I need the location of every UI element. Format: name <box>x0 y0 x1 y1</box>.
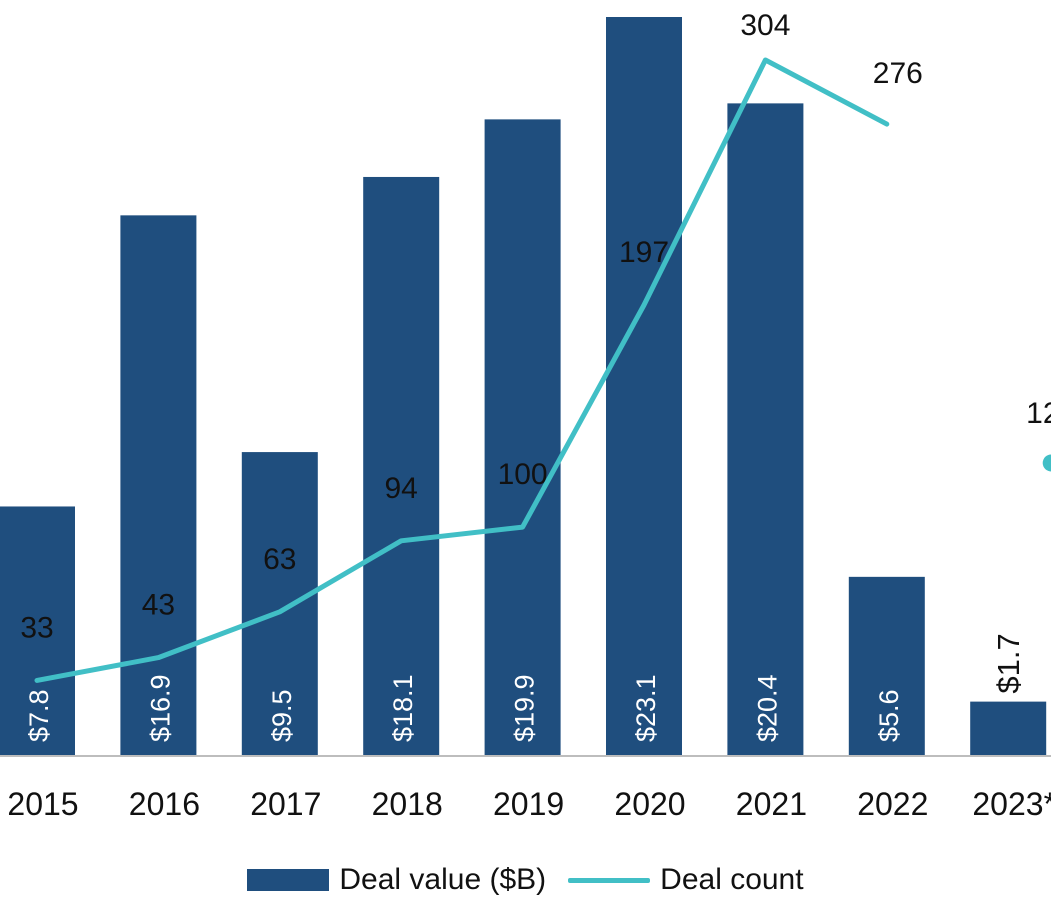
x-tick-2021: 2021 <box>736 786 807 822</box>
legend-item-deal-value: Deal value ($B) <box>247 863 546 897</box>
legend-label-deal-count: Deal count <box>660 863 804 896</box>
bar-2019 <box>484 119 561 756</box>
bar-label-2020: $23.1 <box>631 674 661 742</box>
line-label-2017: 63 <box>263 543 296 576</box>
bar-series-deal-value <box>0 17 1047 756</box>
legend-label-deal-value: Deal value ($B) <box>339 863 547 896</box>
legend-item-deal-count: Deal count <box>568 863 804 897</box>
x-tick-2019: 2019 <box>493 786 564 822</box>
legend: Deal value ($B) Deal count <box>0 860 1051 900</box>
line-label-2023*: 128 <box>1026 397 1051 430</box>
bar-2023* <box>970 701 1047 756</box>
bar-label-2019: $19.9 <box>510 674 540 742</box>
bar-label-2021: $20.4 <box>752 674 782 742</box>
bar-2016 <box>120 215 197 756</box>
x-tick-2020: 2020 <box>614 786 685 822</box>
bar-label-2018: $18.1 <box>388 674 418 742</box>
x-axis-tick-labels: 2015 2016 2017 2018 2019 2020 2021 2022 2023* <box>7 786 1051 822</box>
bar-2018 <box>363 176 440 756</box>
bar-label-2016: $16.9 <box>145 674 175 742</box>
line-label-2021: 304 <box>740 9 790 42</box>
x-tick-2023*: 2023* <box>972 786 1051 822</box>
line-value-labels: 33 43 63 94 100 197 304 276 128 <box>20 9 1051 644</box>
bar-label-2022: $5.6 <box>874 689 904 742</box>
deal-count-line <box>34 57 890 683</box>
line-label-2022: 276 <box>873 57 923 90</box>
legend-swatch-line <box>568 877 651 883</box>
bar-label-2023*: $1.7 <box>991 633 1026 693</box>
bar-2017 <box>241 452 318 756</box>
bar-value-labels: $7.8 $16.9 $9.5 $18.1 $19.9 $23.1 $20.4 $5.6 $1.… <box>24 633 1026 742</box>
line-label-2015: 33 <box>20 611 53 644</box>
bar-label-2015: $7.8 <box>24 689 54 742</box>
x-tick-2022: 2022 <box>857 786 928 822</box>
x-tick-2016: 2016 <box>129 786 200 822</box>
bar-2020 <box>606 17 682 756</box>
bar-label-2017: $9.5 <box>267 689 297 742</box>
bar-2022 <box>848 576 925 756</box>
x-tick-2018: 2018 <box>372 786 443 822</box>
line-label-2020: 197 <box>619 236 669 269</box>
line-label-2018: 94 <box>385 472 418 505</box>
line-label-2019: 100 <box>498 458 548 491</box>
x-tick-2017: 2017 <box>250 786 321 822</box>
x-tick-2015: 2015 <box>7 786 78 822</box>
deal-count-point-2023* <box>1042 454 1051 472</box>
bar-2015 <box>0 506 75 756</box>
line-label-2016: 43 <box>142 589 175 622</box>
line-series-deal-count <box>34 57 1051 683</box>
legend-swatch-bar <box>247 869 330 891</box>
bar-2021 <box>727 103 804 756</box>
